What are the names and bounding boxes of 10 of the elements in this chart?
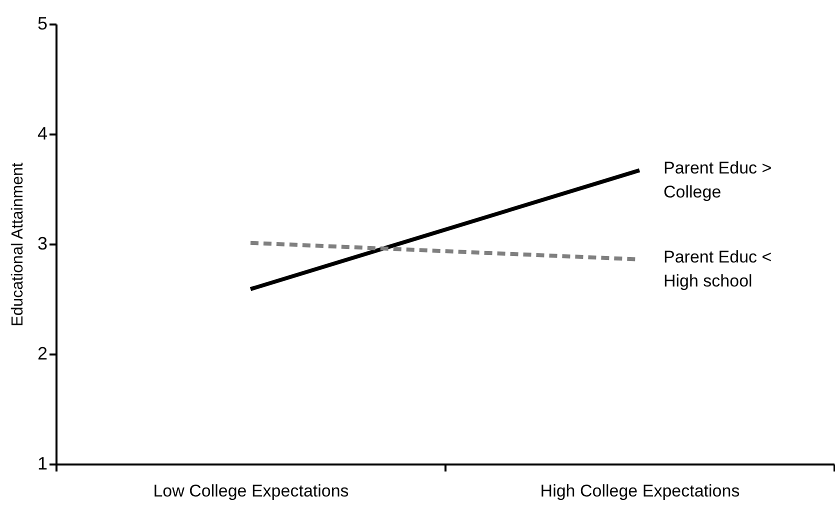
y-tick-label: 2 <box>37 344 48 364</box>
y-tick-label: 5 <box>37 14 48 34</box>
x-tick-label: High College Expectations <box>540 482 740 500</box>
y-tick-label: 3 <box>37 234 48 254</box>
series-label: Parent Educ > College <box>664 158 772 202</box>
y-tick-label: 1 <box>37 454 48 474</box>
series-label: Parent Educ < High school <box>664 247 772 290</box>
y-axis-title: Educational Attainment <box>9 162 26 326</box>
y-tick-label: 4 <box>37 124 48 144</box>
x-tick-label: Low College Expectations <box>153 482 349 500</box>
